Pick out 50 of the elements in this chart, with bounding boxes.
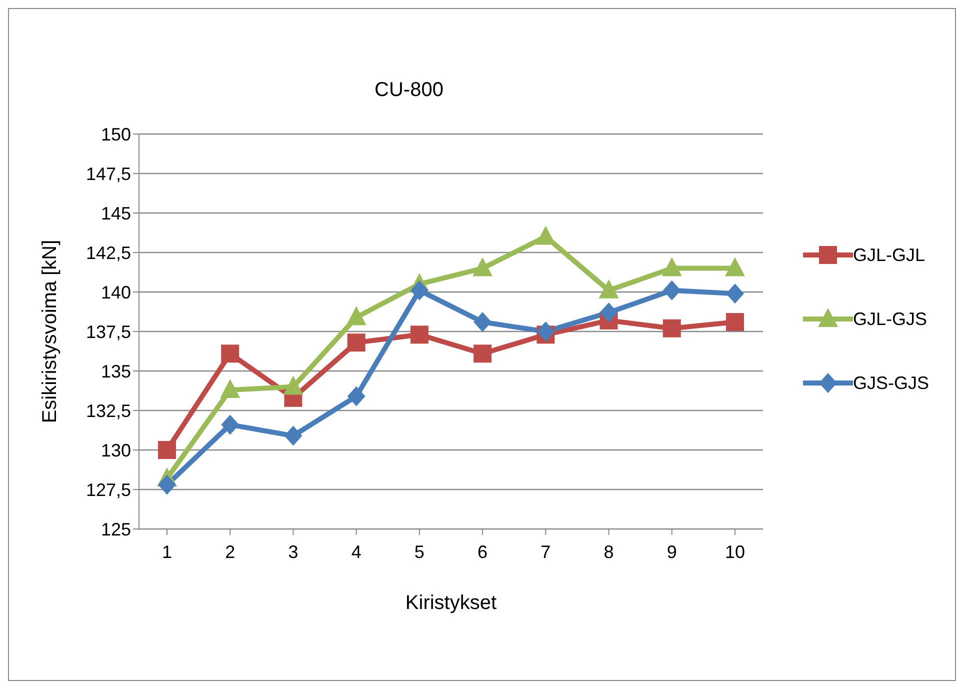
y-tick-label: 145: [100, 203, 131, 224]
point: [726, 284, 744, 304]
y-tick-label: 135: [100, 361, 131, 382]
x-tick-label: 9: [666, 542, 677, 562]
x-tick-label: 3: [288, 542, 298, 562]
x-axis-title: Kiristykset: [405, 592, 497, 614]
point: [474, 344, 492, 363]
point: [347, 386, 366, 406]
y-tick-label: 150: [100, 124, 131, 144]
y-tick-label: 127,5: [86, 480, 131, 500]
point: [284, 426, 302, 446]
x-tick-label: 5: [414, 542, 424, 562]
x-tick-label: 8: [604, 542, 614, 562]
point: [221, 344, 240, 363]
x-tick-label: 2: [225, 542, 236, 562]
y-tick-label: 132,5: [86, 400, 131, 421]
x-tick-label: 7: [540, 542, 551, 562]
point: [347, 334, 366, 352]
x-tick-label: 10: [724, 542, 745, 562]
x-tick-label: 6: [478, 542, 488, 562]
legend-label: GJL-GJS: [852, 308, 927, 330]
x-tick-label: 1: [162, 542, 172, 562]
y-tick-label: 147,5: [86, 164, 131, 184]
legend-label: GJL-GJL: [852, 244, 926, 266]
point: [598, 279, 619, 298]
y-tick-label: 125: [100, 519, 131, 540]
y-tick-label: 142,5: [86, 242, 131, 263]
point: [410, 326, 428, 344]
point: [474, 312, 492, 332]
point: [662, 257, 682, 276]
point: [536, 322, 555, 342]
legend-label: GJS-GJS: [852, 372, 929, 394]
point: [662, 280, 681, 300]
y-axis-title: Esikiristysvoima [kN]: [39, 240, 62, 424]
point: [662, 319, 681, 338]
y-tick-label: 137,5: [86, 322, 131, 342]
y-tick-label: 140: [100, 282, 131, 302]
x-tick-label: 4: [351, 542, 362, 562]
point: [600, 302, 618, 323]
point: [283, 376, 304, 395]
chart-title: CU-800: [374, 79, 444, 102]
point: [472, 257, 493, 276]
point: [158, 441, 176, 459]
point: [726, 313, 744, 332]
point: [158, 474, 176, 495]
point: [410, 280, 428, 300]
y-tick-label: 130: [100, 440, 131, 460]
point: [724, 257, 745, 276]
point: [221, 414, 240, 435]
point: [346, 306, 366, 326]
